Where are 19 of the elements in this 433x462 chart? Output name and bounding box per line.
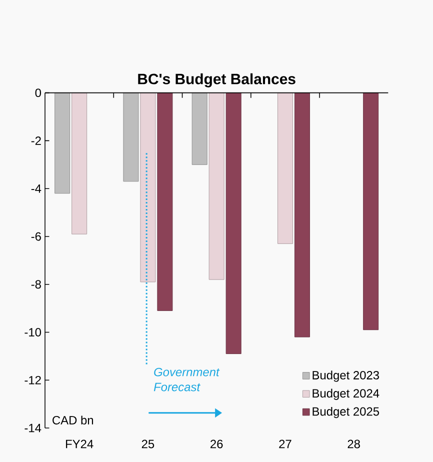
x-tick-label: 27 bbox=[279, 440, 292, 448]
y-tick-label: -12 bbox=[24, 376, 41, 384]
x-tick-label: 28 bbox=[348, 440, 360, 448]
ref-line-label: Government Forecast bbox=[154, 368, 220, 392]
legend-label: Budget 2023 bbox=[312, 370, 380, 382]
y-tick-label: 0 bbox=[35, 88, 42, 98]
x-tick-label: FY24 bbox=[66, 440, 94, 448]
y-tick-label: -10 bbox=[24, 328, 42, 336]
x-tick-label: 25 bbox=[142, 440, 154, 448]
y-tick-label: -2 bbox=[31, 136, 41, 145]
annotation: CAD bn bbox=[52, 416, 94, 424]
legend-label: Budget 2024 bbox=[312, 388, 380, 400]
y-tick-label: -14 bbox=[24, 424, 42, 432]
x-tick-label: 26 bbox=[210, 440, 223, 448]
legend-label: Budget 2025 bbox=[312, 406, 380, 418]
y-tick-label: -4 bbox=[31, 184, 42, 193]
y-tick-label: -6 bbox=[31, 232, 41, 241]
chart-title: BC's Budget Balances bbox=[138, 73, 296, 88]
y-tick-label: -8 bbox=[31, 280, 41, 289]
